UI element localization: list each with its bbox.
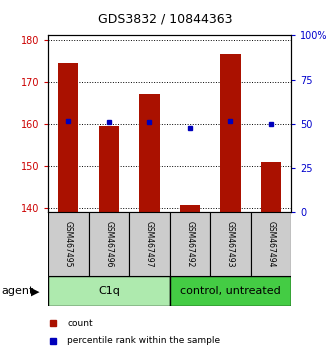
Text: percentile rank within the sample: percentile rank within the sample — [68, 336, 220, 345]
Bar — [48, 212, 88, 276]
Bar — [99, 126, 119, 212]
Bar — [180, 205, 200, 212]
Bar — [251, 212, 291, 276]
Text: GSM467492: GSM467492 — [185, 221, 194, 268]
Bar — [88, 212, 129, 276]
Text: count: count — [68, 319, 93, 328]
Bar — [129, 212, 169, 276]
Text: GSM467493: GSM467493 — [226, 221, 235, 268]
Bar — [169, 276, 291, 306]
Bar — [220, 55, 241, 212]
Text: GDS3832 / 10844363: GDS3832 / 10844363 — [98, 12, 233, 25]
Bar — [261, 162, 281, 212]
Bar — [139, 95, 160, 212]
Bar — [169, 212, 210, 276]
Text: GSM467497: GSM467497 — [145, 221, 154, 268]
Text: GSM467495: GSM467495 — [64, 221, 73, 268]
Bar — [58, 63, 78, 212]
Bar — [48, 276, 169, 306]
Bar — [210, 212, 251, 276]
Text: control, untreated: control, untreated — [180, 286, 281, 296]
Text: agent: agent — [2, 286, 34, 296]
Text: ▶: ▶ — [31, 286, 40, 296]
Text: C1q: C1q — [98, 286, 120, 296]
Text: GSM467494: GSM467494 — [266, 221, 275, 268]
Text: GSM467496: GSM467496 — [104, 221, 113, 268]
